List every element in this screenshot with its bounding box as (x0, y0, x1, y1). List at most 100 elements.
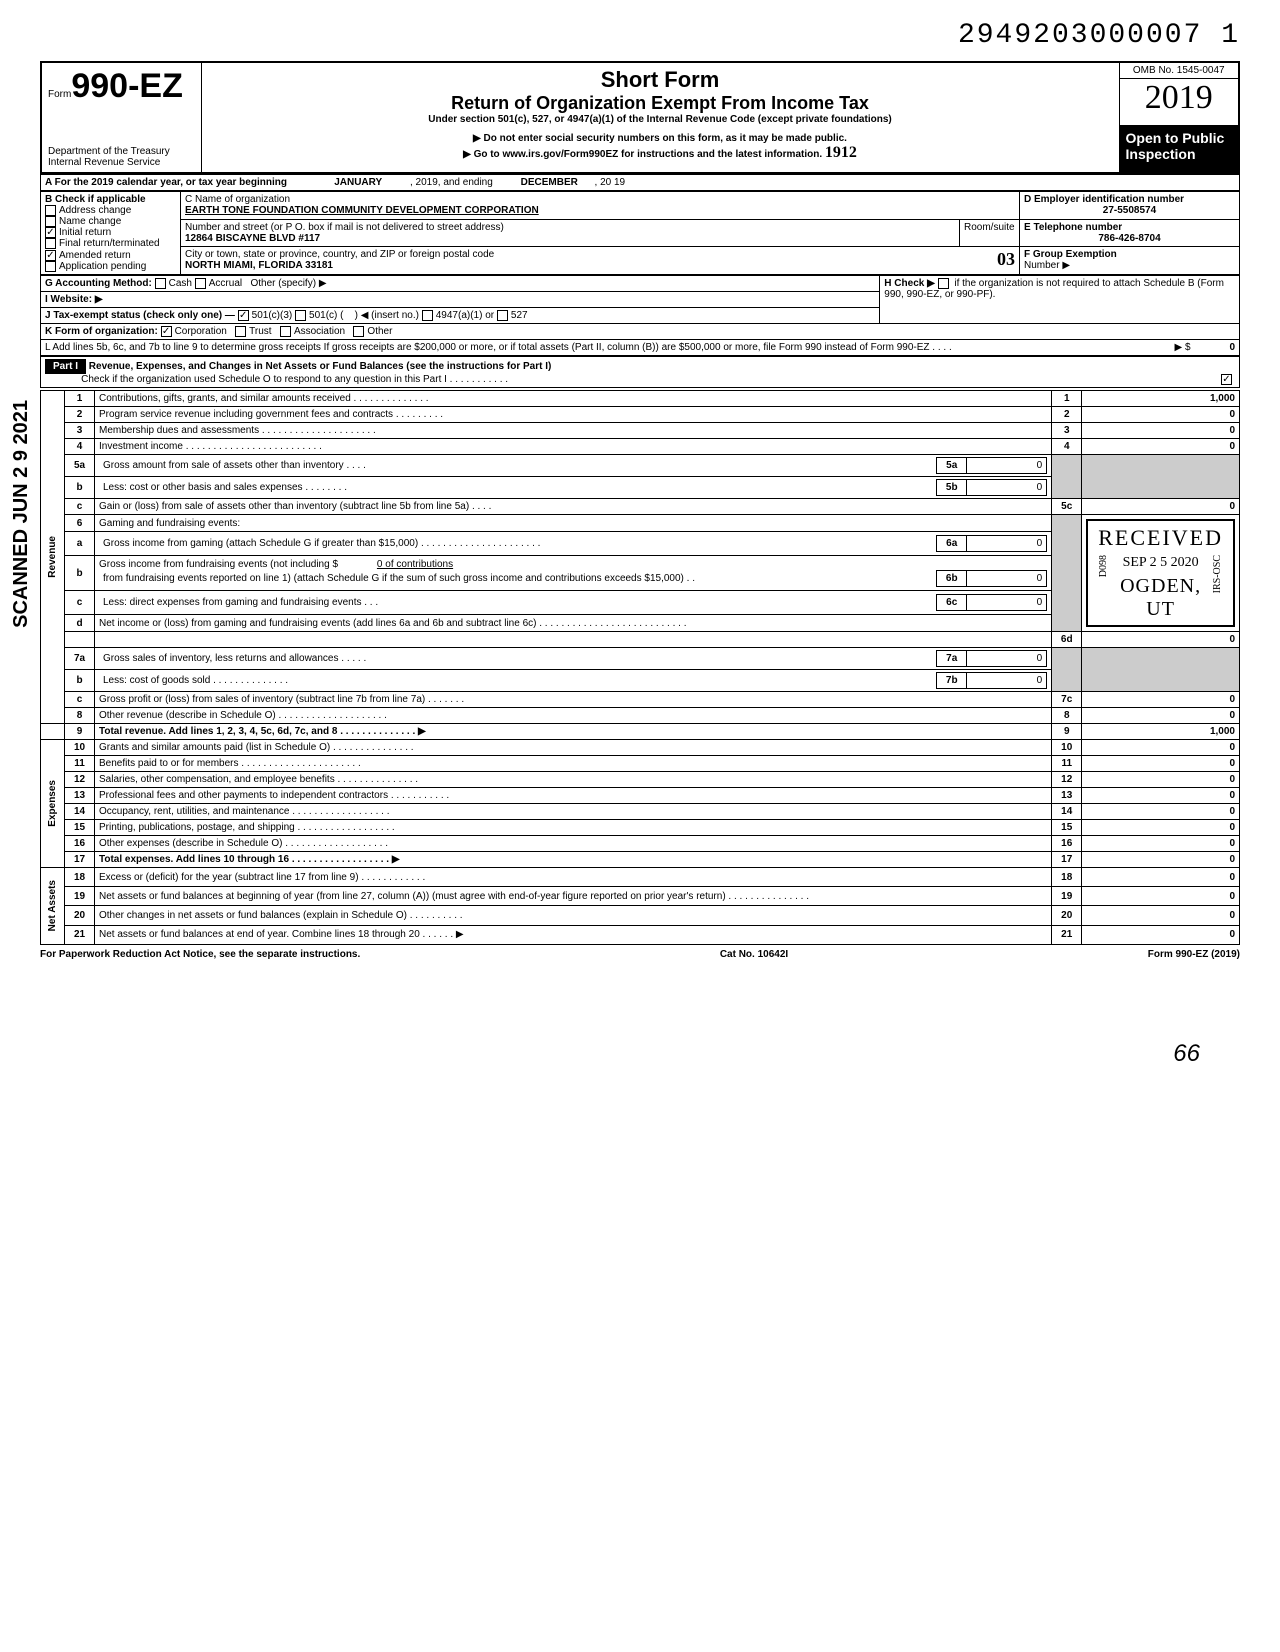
line-12-num: 12 (65, 772, 95, 788)
check-name-change[interactable] (45, 216, 56, 227)
check-501c[interactable] (295, 310, 306, 321)
scanned-stamp: SCANNED JUN 2 9 2021 (10, 400, 33, 628)
line-12-amt: 0 (1082, 772, 1240, 788)
check-initial-return[interactable]: ✓ (45, 227, 56, 238)
check-schedule-b[interactable] (938, 278, 949, 289)
part1-header: Part I Revenue, Expenses, and Changes in… (40, 356, 1240, 388)
line-6b-contrib: 0 of contributions (377, 559, 453, 570)
line-6c-box: 6c (937, 595, 967, 611)
received-text: RECEIVED (1098, 525, 1223, 551)
footer-mid: Cat No. 10642I (720, 949, 788, 960)
line-2-box: 2 (1052, 407, 1082, 423)
line-6b-amt: 0 (967, 571, 1047, 587)
open-public-2: Inspection (1126, 146, 1233, 162)
line-4-num: 4 (65, 439, 95, 455)
line-6c-num: c (65, 591, 95, 615)
line-2-num: 2 (65, 407, 95, 423)
line-7a-num: 7a (65, 648, 95, 670)
line-16-num: 16 (65, 836, 95, 852)
line-3-box: 3 (1052, 423, 1082, 439)
part1-title: Revenue, Expenses, and Changes in Net As… (89, 361, 552, 372)
check-address-change[interactable] (45, 205, 56, 216)
line-6-num: 6 (65, 515, 95, 532)
check-4947[interactable] (422, 310, 433, 321)
line-6a-box: 6a (937, 536, 967, 552)
check-corporation[interactable]: ✓ (161, 326, 172, 337)
ssn-warning: ▶ Do not enter social security numbers o… (208, 133, 1113, 144)
section-a-label: A For the 2019 calendar year, or tax yea… (45, 177, 287, 188)
line-6c-text: Less: direct expenses from gaming and fu… (99, 595, 937, 611)
line-6d-text: Net income or (loss) from gaming and fun… (95, 615, 1052, 632)
label-final-return: Final return/terminated (59, 239, 160, 250)
line-16-box: 16 (1052, 836, 1082, 852)
label-initial-return: Initial return (59, 227, 111, 238)
line-14-text: Occupancy, rent, utilities, and maintena… (95, 804, 1052, 820)
line-1-num: 1 (65, 391, 95, 407)
footer-right: Form 990-EZ (2019) (1148, 949, 1240, 960)
line-20-num: 20 (65, 906, 95, 925)
goto-text: ▶ Go to www.irs.gov/Form990EZ for instru… (463, 149, 822, 160)
check-association[interactable] (280, 326, 291, 337)
line-6d-amt: 0 (1082, 632, 1240, 648)
section-f-number: Number ▶ (1024, 260, 1070, 271)
net-assets-label: Net Assets (45, 870, 60, 941)
check-trust[interactable] (235, 326, 246, 337)
check-accrual[interactable] (195, 278, 206, 289)
check-501c3[interactable]: ✓ (238, 310, 249, 321)
part1-check-text: Check if the organization used Schedule … (81, 374, 508, 385)
line-17-amt: 0 (1082, 852, 1240, 868)
line-17-text: Total expenses. Add lines 10 through 16 … (99, 854, 400, 865)
check-cash[interactable] (155, 278, 166, 289)
line-6-text: Gaming and fundraising events: (95, 515, 1052, 532)
line-19-num: 19 (65, 887, 95, 906)
line-10-num: 10 (65, 740, 95, 756)
section-h-text: if the organization is not required to a… (884, 278, 1224, 300)
check-other-org[interactable] (353, 326, 364, 337)
section-l-arrow: ▶ $ (1175, 342, 1191, 353)
part1-table: Revenue 1 Contributions, gifts, grants, … (40, 390, 1240, 944)
line-7b-num: b (65, 670, 95, 692)
page-number-bottom: 66 (40, 1040, 1200, 1068)
line-7c-amt: 0 (1082, 692, 1240, 708)
line-18-num: 18 (65, 868, 95, 887)
form-number: 990-EZ (71, 67, 183, 105)
line-15-text: Printing, publications, postage, and shi… (95, 820, 1052, 836)
label-amended: Amended return (59, 250, 131, 261)
line-14-box: 14 (1052, 804, 1082, 820)
check-527[interactable] (497, 310, 508, 321)
label-cash: Cash (169, 278, 192, 289)
line-21-box: 21 (1052, 925, 1082, 944)
line-21-num: 21 (65, 925, 95, 944)
received-date: D098SEP 2 5 2020IRS-OSC (1098, 555, 1223, 571)
check-amended[interactable]: ✓ (45, 250, 56, 261)
check-final-return[interactable] (45, 238, 56, 249)
tax-end: DECEMBER (521, 177, 578, 188)
org-city: NORTH MIAMI, FLORIDA 33181 (185, 260, 333, 271)
line-6a-amt: 0 (967, 536, 1047, 552)
line-21-amt: 0 (1082, 925, 1240, 944)
city-label: City or town, state or province, country… (185, 249, 494, 260)
label-other-method: Other (specify) ▶ (250, 278, 326, 289)
received-location: OGDEN, UT (1098, 575, 1223, 621)
line-16-amt: 0 (1082, 836, 1240, 852)
section-b-label: B Check if applicable (45, 194, 146, 205)
room-label: Room/suite (964, 222, 1015, 233)
line-6d-num: d (65, 615, 95, 632)
line-5c-amt: 0 (1082, 499, 1240, 515)
check-pending[interactable] (45, 261, 56, 272)
section-k-label: K Form of organization: (45, 326, 158, 337)
line-5b-amt: 0 (967, 480, 1047, 496)
line-7c-text: Gross profit or (loss) from sales of inv… (95, 692, 1052, 708)
line-19-box: 19 (1052, 887, 1082, 906)
line-5c-num: c (65, 499, 95, 515)
label-4947: 4947(a)(1) or (436, 310, 494, 321)
line-5c-box: 5c (1052, 499, 1082, 515)
line-6d-box: 6d (1052, 632, 1082, 648)
line-7b-amt: 0 (967, 673, 1047, 689)
org-address: 12864 BISCAYNE BLVD #117 (185, 233, 320, 244)
check-schedule-o[interactable]: ✓ (1221, 374, 1232, 385)
label-address-change: Address change (59, 205, 131, 216)
line-8-text: Other revenue (describe in Schedule O) .… (95, 708, 1052, 724)
dept-treasury: Department of the Treasury (48, 146, 195, 157)
line-20-text: Other changes in net assets or fund bala… (95, 906, 1052, 925)
